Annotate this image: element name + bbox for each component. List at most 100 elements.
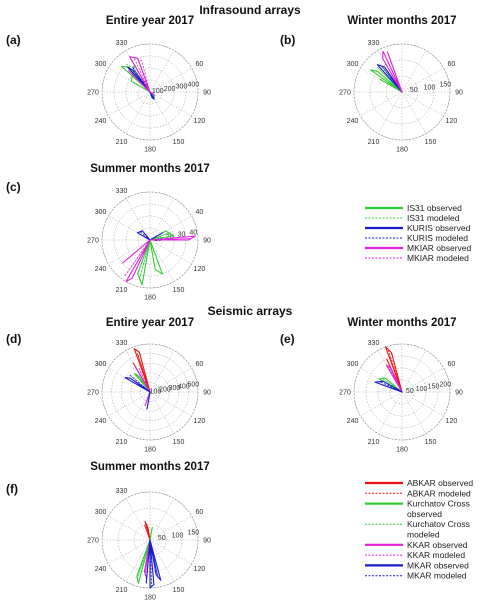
series-line — [129, 374, 151, 393]
angle-tick-label: 60 — [196, 61, 204, 68]
legend-label: Kurchatov Cross — [407, 499, 470, 509]
series-line — [120, 64, 156, 99]
angle-tick-label: 240 — [95, 118, 107, 125]
angle-tick-label: 150 — [173, 587, 185, 594]
grid-spoke — [149, 350, 175, 393]
radial-tick-label: 20 — [166, 234, 174, 241]
legend-label: IS31 modeled — [407, 213, 460, 223]
grid-spoke — [125, 539, 151, 582]
angle-tick-label: 240 — [95, 566, 107, 573]
panel-title: Winter months 2017 — [347, 15, 456, 27]
legend-label: Kurchatov Cross — [407, 519, 470, 529]
polar-panel-c: (c) Summer months 2017 330 40 270 90 240 120 210… — [6, 163, 211, 302]
grid-spoke — [149, 215, 192, 241]
radial-tick-label: 400 — [178, 383, 190, 390]
series-line — [124, 377, 151, 410]
grid-spoke — [401, 391, 444, 417]
angle-tick-label: 120 — [446, 418, 458, 425]
radial-tick-label: 40 — [189, 230, 197, 237]
legend-label: MKAR observed — [407, 560, 469, 570]
radial-tick-label: 100 — [172, 532, 184, 539]
outer-circle — [101, 191, 199, 289]
angle-tick-label: 120 — [194, 566, 206, 573]
series-line — [121, 235, 196, 283]
grid-spoke — [401, 67, 444, 93]
grid-spoke — [149, 367, 192, 393]
legend-entry: KURIS observed — [365, 223, 471, 233]
legend-entry: MKAR observed — [365, 560, 469, 570]
grid-spoke — [377, 91, 403, 134]
grid-spoke — [149, 391, 192, 417]
grid-spoke — [149, 498, 175, 541]
series-line — [136, 230, 164, 241]
angle-tick-label: 300 — [95, 61, 107, 68]
panel-label: (a) — [6, 33, 21, 47]
radial-tick-label: 200 — [164, 86, 176, 93]
angle-tick-label: 240 — [95, 266, 107, 273]
legend-entry: IS31 modeled — [365, 213, 460, 223]
legend-label: ABKAR modeled — [407, 488, 471, 498]
grid-spoke — [401, 367, 444, 393]
series-line — [144, 539, 151, 576]
grid-spoke — [125, 198, 151, 241]
panel-title: Summer months 2017 — [90, 163, 210, 175]
angle-tick-label: 210 — [116, 139, 128, 146]
legend-label: KURIS modeled — [407, 233, 468, 243]
legend-label: MKIAR modeled — [407, 253, 469, 263]
grid-circle — [120, 362, 180, 422]
radial-tick-label: 200 — [439, 382, 451, 389]
legend-label: observed — [407, 509, 442, 519]
angle-tick-label: 300 — [95, 361, 107, 368]
outer-circle — [101, 43, 199, 141]
angle-tick-label: 210 — [116, 287, 128, 294]
grid-circle — [369, 59, 435, 125]
grid-spoke — [401, 91, 444, 117]
angle-tick-label: 210 — [116, 587, 128, 594]
series-line — [388, 350, 403, 393]
legend-label: IS31 observed — [407, 203, 462, 213]
angle-tick-label: 90 — [455, 390, 463, 397]
angle-tick-label: 180 — [144, 295, 156, 302]
radial-tick-label: 100 — [152, 88, 164, 95]
radial-tick-label: 300 — [169, 385, 181, 392]
series-line — [136, 373, 151, 393]
angle-tick-label: 240 — [95, 418, 107, 425]
grid-spoke — [149, 515, 192, 541]
angle-tick-label: 150 — [173, 287, 185, 294]
grid-spoke — [149, 67, 192, 93]
radial-tick-label: 500 — [187, 382, 199, 389]
series-line — [144, 520, 151, 541]
panel-label: (b) — [280, 33, 295, 47]
angle-tick-label: 240 — [347, 118, 359, 125]
radial-tick-label: 50 — [406, 388, 414, 395]
angle-tick-label: 210 — [368, 439, 380, 446]
series-line — [381, 377, 403, 393]
panel-label: (e) — [280, 332, 295, 346]
angle-tick-label: 60 — [448, 61, 456, 68]
series-line — [144, 524, 151, 541]
grid-spoke — [149, 391, 175, 434]
angle-tick-label: 90 — [455, 90, 463, 97]
polar-panel-a: (a) Entire year 2017 330 60 270 90 240 120 210 15… — [6, 15, 211, 154]
angle-tick-label: 300 — [347, 61, 359, 68]
grid-spoke — [149, 50, 175, 93]
legend-entry: MKIAR modeled — [365, 253, 469, 263]
legend-entry: IS31 observed — [365, 203, 462, 213]
grid-spoke — [149, 239, 192, 265]
angle-tick-label: 300 — [95, 509, 107, 516]
series-line — [379, 381, 403, 393]
angle-tick-label: 90 — [203, 90, 211, 97]
legend-label: MKAR modeled — [407, 571, 467, 581]
series-line — [128, 56, 155, 95]
radial-tick-label: 400 — [187, 82, 199, 89]
panel-title: Summer months 2017 — [90, 461, 210, 473]
series-line — [136, 526, 153, 584]
panel-label: (c) — [6, 180, 21, 194]
angle-tick-label: 300 — [347, 361, 359, 368]
series-line — [380, 65, 403, 93]
series-line — [374, 380, 403, 393]
series-line — [385, 346, 403, 393]
grid-circle — [111, 353, 189, 431]
